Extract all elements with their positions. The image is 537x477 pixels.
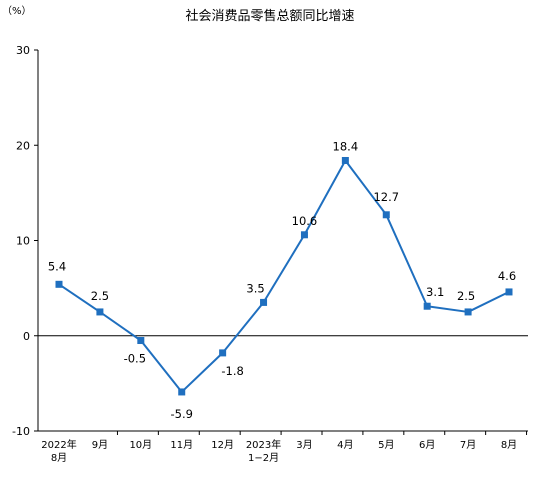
- x-tick-label: 6月: [419, 439, 435, 451]
- data-label: 10.6: [292, 214, 318, 228]
- x-tick-label: 5月: [378, 439, 394, 451]
- data-label: 2.5: [91, 289, 109, 303]
- data-point: [423, 302, 431, 310]
- x-tick-label: 2023年 1−2月: [246, 438, 281, 464]
- data-point: [219, 349, 227, 357]
- data-point: [382, 211, 390, 219]
- data-label: 12.7: [373, 190, 399, 204]
- data-label: 2.5: [457, 289, 475, 303]
- x-tick-label: 4月: [337, 439, 353, 451]
- series-line: [58, 159, 510, 393]
- data-label: 18.4: [333, 139, 359, 153]
- x-axis-ticks: 2022年 8月 9月 10月 11月 12月 2023年 1−2月 3月 4月 5月 6月 7月 8月: [41, 431, 528, 464]
- data-label: 3.1: [426, 285, 444, 299]
- data-point: [300, 231, 308, 239]
- data-label: 3.5: [246, 281, 264, 295]
- data-point: [96, 308, 104, 316]
- y-tick-label: 30: [16, 44, 30, 57]
- y-unit-label: （%）: [2, 5, 32, 17]
- x-tick-label: 2022年 8月: [41, 438, 76, 464]
- data-point: [55, 280, 63, 288]
- y-tick-label: 10: [16, 235, 30, 248]
- x-tick-label: 10月: [129, 439, 152, 451]
- series-polyline: [58, 159, 510, 393]
- x-tick-label: 3月: [296, 439, 312, 451]
- x-tick-label: 11月: [170, 439, 193, 451]
- x-tick-label: 12月: [211, 439, 234, 451]
- y-tick-label: 0: [23, 330, 30, 343]
- data-point: [505, 288, 513, 296]
- data-label: -5.9: [171, 407, 193, 421]
- y-axis-ticks: 30 20 10 0 -10: [12, 44, 38, 438]
- y-tick-label: -10: [12, 425, 30, 438]
- data-labels: 5.4 2.5 -0.5 -5.9 -1.8 3.5 10.6 18.4 12.7 3.1 2.5 4…: [48, 139, 516, 420]
- axes: [37, 50, 528, 432]
- chart-title: 社会消费品零售总额同比增速: [185, 8, 354, 24]
- data-label: 4.6: [498, 269, 516, 283]
- data-point: [178, 388, 186, 396]
- series-points: [55, 156, 513, 396]
- x-tick-label: 8月: [501, 439, 517, 451]
- data-point: [260, 298, 268, 306]
- data-label: 5.4: [48, 259, 66, 273]
- x-tick-label: 7月: [460, 439, 476, 451]
- x-tick-label: 9月: [92, 439, 108, 451]
- data-point: [464, 308, 472, 316]
- data-label: -0.5: [124, 352, 146, 366]
- y-tick-label: 20: [16, 139, 30, 152]
- data-point: [137, 337, 145, 345]
- data-point: [341, 156, 349, 164]
- data-label: -1.8: [221, 364, 243, 378]
